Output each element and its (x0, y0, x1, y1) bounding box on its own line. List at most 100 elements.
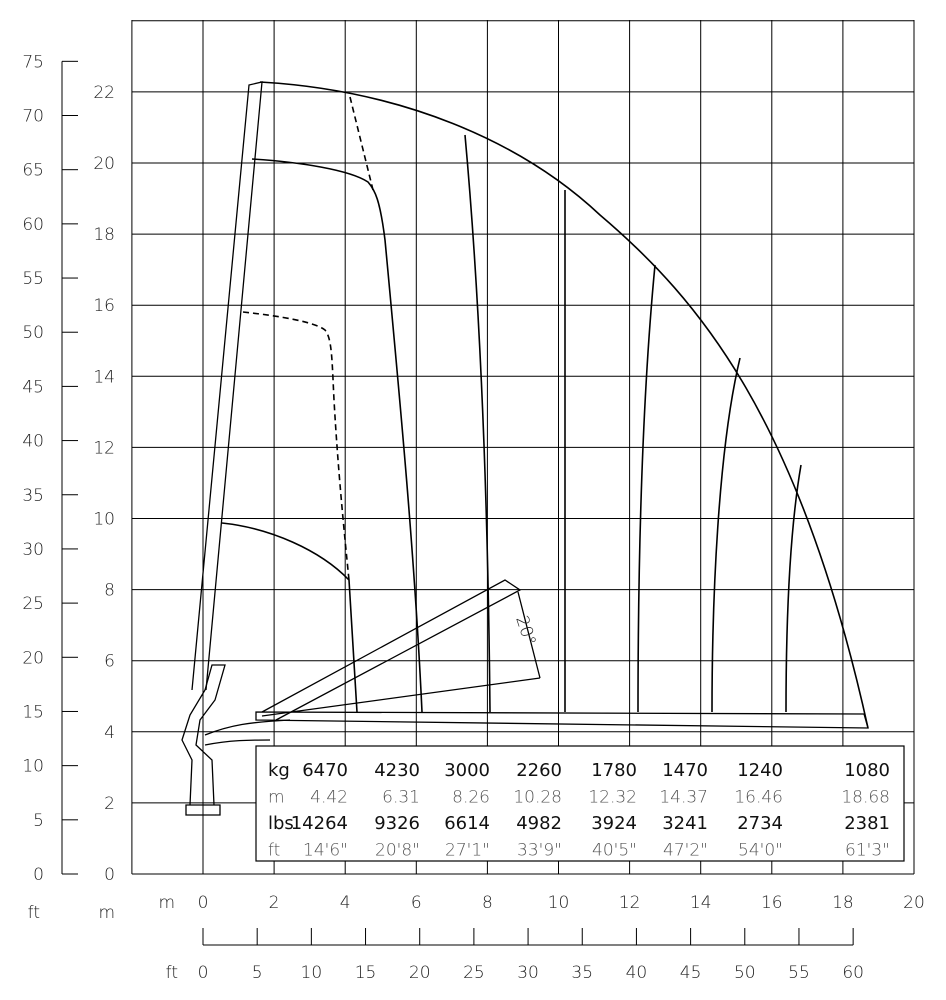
outer-envelope-curve (259, 81, 869, 729)
table-cell: 20'8" (375, 841, 420, 861)
table-cell: 4982 (516, 813, 562, 834)
inclined-boom (261, 579, 522, 721)
table-cell: 14.37 (659, 788, 708, 808)
table-cell: 3000 (444, 760, 490, 781)
table-cell: 6470 (302, 760, 348, 781)
m-tick-label: 18 (93, 225, 115, 245)
angle-label: 20° (511, 613, 539, 648)
ft-tick-label: 75 (22, 52, 44, 72)
bottom-m-tick-label: 20 (903, 893, 925, 913)
m-tick-label: 12 (93, 438, 115, 458)
m-tick-label: 6 (104, 652, 115, 672)
table-cell: 4.42 (310, 788, 348, 808)
bottom-ft-tick-label: 25 (463, 963, 485, 983)
bottom-m-tick-label: 16 (761, 893, 783, 913)
load-table-box (255, 745, 905, 862)
ft-tick-label: 70 (22, 107, 44, 127)
table-cell: 2260 (516, 760, 562, 781)
left-ft-unit: ft (28, 903, 40, 923)
ft-tick-label: 35 (22, 486, 44, 506)
ft-tick-label: 5 (33, 811, 44, 831)
table-cell: 1240 (737, 760, 783, 781)
bottom-ft-tick-label: 30 (517, 963, 539, 983)
bottom-m-unit: m (158, 893, 175, 913)
bottom-ft-tick-label: 45 (680, 963, 702, 983)
table-cell: 2734 (737, 813, 783, 834)
bottom-ft-tick-label: 0 (198, 963, 209, 983)
ft-tick-label: 0 (33, 865, 44, 885)
curve-10m (221, 522, 358, 713)
table-unit-m: m (268, 788, 285, 808)
ft-tick-label: 40 (22, 432, 44, 452)
table-cell: 27'1" (445, 841, 490, 861)
bottom-ft-tick-label: 35 (571, 963, 593, 983)
bottom-m-tick-label: 0 (198, 893, 209, 913)
bottom-ft-unit: ft (166, 963, 178, 983)
bottom-ft-tick-label: 5 (252, 963, 263, 983)
m-tick-label: 14 (93, 367, 115, 387)
ft-tick-label: 20 (22, 648, 44, 668)
table-cell: 14264 (291, 813, 348, 834)
m-tick-label: 4 (104, 723, 115, 743)
reach-line-8m (464, 134, 491, 713)
table-cell: 3924 (591, 813, 637, 834)
table-cell: 6614 (444, 813, 490, 834)
table-cell: 6.31 (382, 788, 420, 808)
table-cell: 1080 (844, 760, 890, 781)
bottom-ft-tick-label: 20 (409, 963, 431, 983)
ft-tick-label: 25 (22, 594, 44, 614)
bottom-ft-tick-label: 60 (842, 963, 864, 983)
bottom-m-tick-label: 18 (832, 893, 854, 913)
m-tick-label: 8 (104, 581, 115, 601)
m-tick-label: 2 (104, 794, 115, 814)
m-tick-label: 16 (93, 296, 115, 316)
angle-line (261, 591, 541, 717)
ft-tick-label: 55 (22, 269, 44, 289)
table-unit-ft: ft (268, 841, 280, 861)
bottom-m-tick-label: 6 (411, 893, 422, 913)
m-tick-label: 20 (93, 154, 115, 174)
ft-tick-label: 45 (22, 377, 44, 397)
reach-line-16m (785, 464, 802, 713)
table-unit-kg: kg (268, 760, 290, 781)
bottom-ft-tick-label: 15 (355, 963, 377, 983)
table-cell: 2381 (844, 813, 890, 834)
table-cell: 8.26 (452, 788, 490, 808)
table-cell: 14'6" (303, 841, 348, 861)
horizontal-boom (255, 711, 869, 729)
ft-tick-label: 30 (22, 540, 44, 560)
crane-illustration (181, 81, 869, 816)
crane-base (181, 664, 291, 816)
bottom-m-tick-label: 4 (340, 893, 351, 913)
table-cell: 40'5" (592, 841, 637, 861)
reach-line-14m (711, 357, 741, 713)
bottom-m-tick-label: 12 (619, 893, 641, 913)
table-cell: 54'0" (738, 841, 783, 861)
bottom-ft-tick-label: 50 (734, 963, 756, 983)
m-tick-label: 22 (93, 83, 115, 103)
table-unit-lbs: lbs (268, 813, 294, 834)
reach-line-12m (637, 264, 656, 713)
bottom-ft-tick-label: 55 (788, 963, 810, 983)
load-curves (221, 81, 869, 729)
table-cell: 3241 (662, 813, 708, 834)
table-cell: 16.46 (734, 788, 783, 808)
dashed-link-22m (349, 96, 374, 191)
table-cell: 18.68 (841, 788, 890, 808)
bottom-m-tick-label: 8 (482, 893, 493, 913)
table-cell: 12.32 (588, 788, 637, 808)
table-cell: 61'3" (845, 841, 890, 861)
m-tick-label: 0 (104, 865, 115, 885)
bottom-m-tick-label: 14 (690, 893, 712, 913)
left-m-unit: m (98, 903, 115, 923)
bottom-m-tick-label: 2 (269, 893, 280, 913)
table-cell: 9326 (374, 813, 420, 834)
bottom-ft-tick-label: 40 (626, 963, 648, 983)
ft-tick-label: 10 (22, 757, 44, 777)
ft-tick-label: 60 (22, 215, 44, 235)
table-cell: 1470 (662, 760, 708, 781)
table-cell: 47'2" (663, 841, 708, 861)
table-cell: 10.28 (513, 788, 562, 808)
table-cell: 1780 (591, 760, 637, 781)
